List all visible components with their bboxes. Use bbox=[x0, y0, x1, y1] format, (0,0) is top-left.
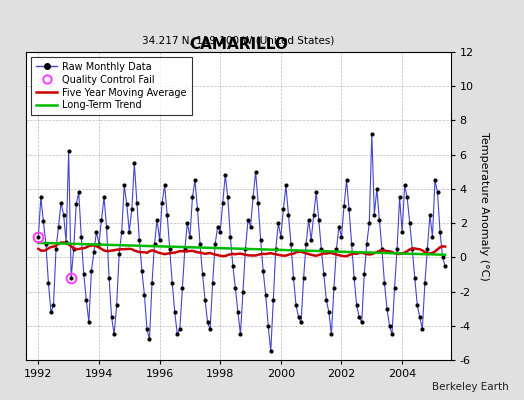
Text: Berkeley Earth: Berkeley Earth bbox=[432, 382, 508, 392]
Text: 34.217 N, 119.100 W (United States): 34.217 N, 119.100 W (United States) bbox=[142, 36, 335, 46]
Legend: Raw Monthly Data, Quality Control Fail, Five Year Moving Average, Long-Term Tren: Raw Monthly Data, Quality Control Fail, … bbox=[31, 57, 192, 115]
Y-axis label: Temperature Anomaly (°C): Temperature Anomaly (°C) bbox=[479, 132, 489, 280]
Title: CAMARILLO: CAMARILLO bbox=[189, 37, 288, 52]
